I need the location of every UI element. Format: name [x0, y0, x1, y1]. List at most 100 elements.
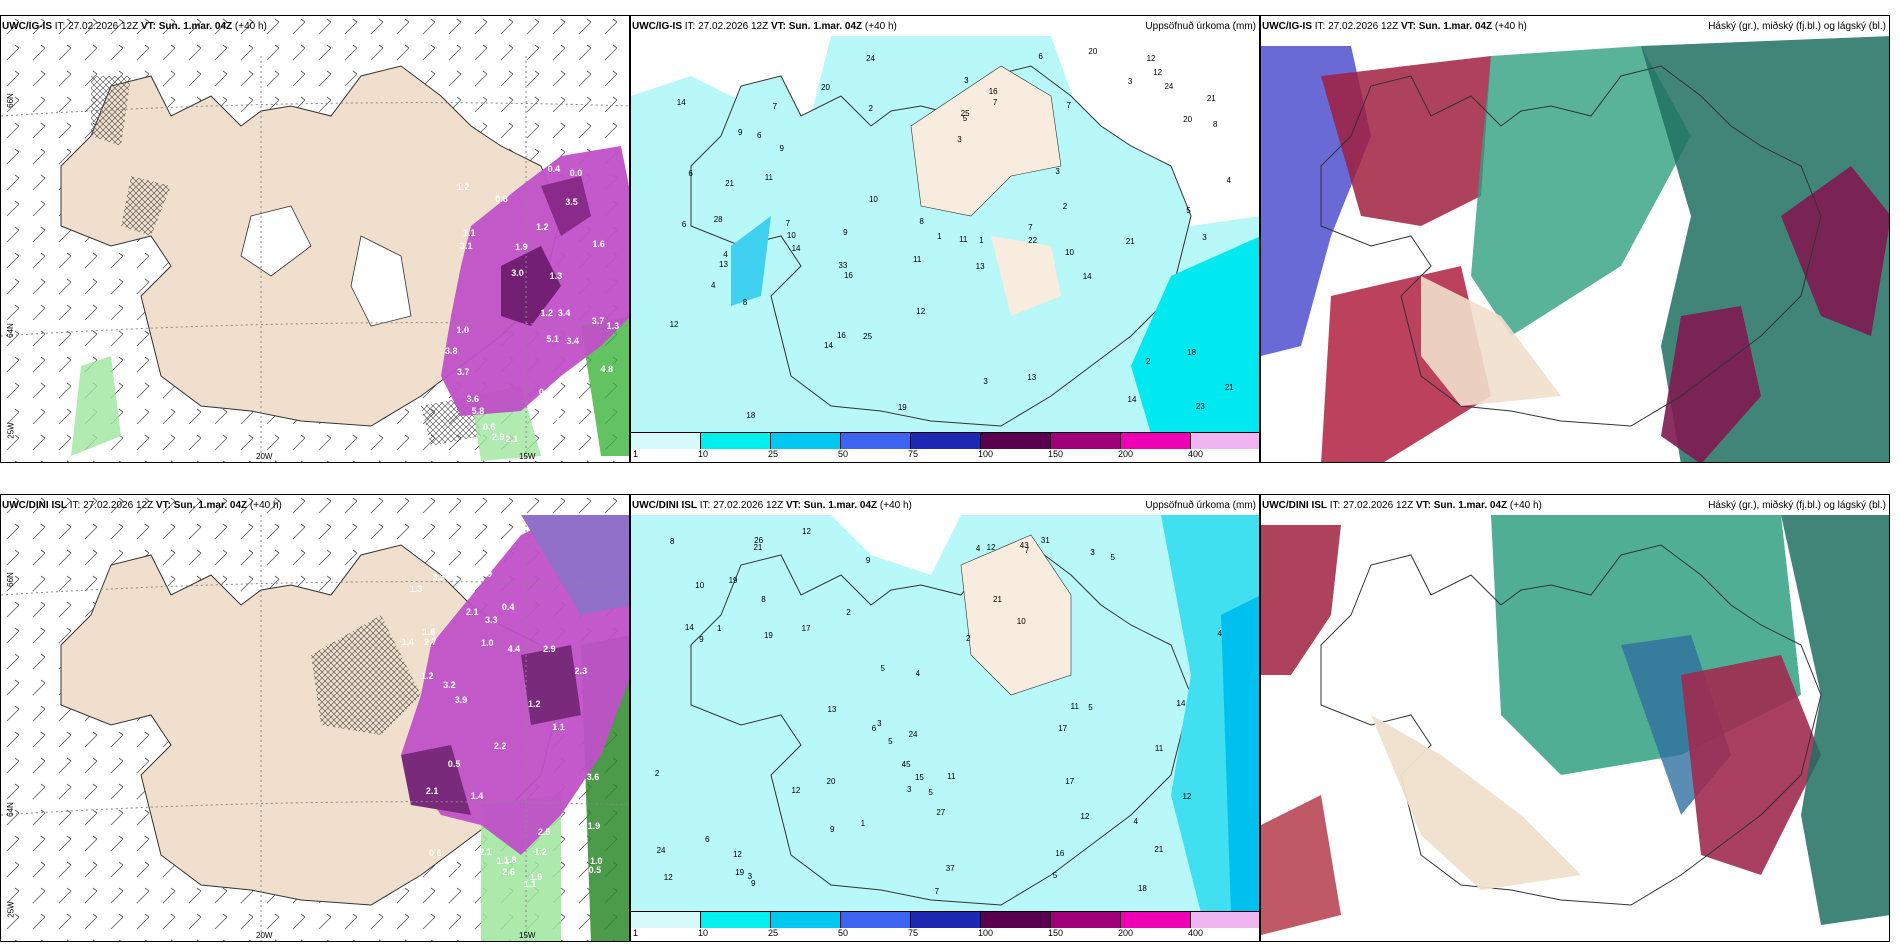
precip-value: 6 [688, 169, 693, 179]
wind-value: 5.1 [546, 334, 559, 345]
precip-value: 11 [947, 772, 956, 782]
colorbar-label: 50 [838, 928, 849, 938]
precip-value: 7 [992, 98, 998, 108]
colorbar-label: 75 [908, 928, 919, 938]
precip-value: 7 [772, 102, 778, 112]
precip-value: 33 [838, 260, 848, 270]
precip-value: 18 [746, 411, 756, 421]
wind-value: 1.9 [515, 242, 528, 253]
precip-value: 4 [1133, 816, 1138, 826]
precip-value: 24 [908, 729, 918, 739]
precip-value: 12 [1080, 812, 1090, 822]
precip-value: 2 [868, 103, 873, 113]
precip-value: 5 [880, 663, 885, 673]
colorbar-label: 10 [698, 928, 709, 938]
precip-value: 14 [676, 98, 686, 108]
precip-value: 7 [1028, 222, 1033, 232]
wind-value: 1.4 [470, 791, 484, 802]
wind-value: 3.6 [586, 772, 600, 783]
precip-value: 45 [901, 759, 911, 769]
wind-value: 3.5 [547, 413, 560, 424]
wind-value: 1.1 [496, 855, 510, 866]
precip-value: 31 [1040, 535, 1050, 545]
precip-value: 12 [802, 526, 811, 536]
precip-value: 4 [723, 250, 728, 260]
precip-value: 2 [654, 769, 660, 779]
precip-value: 12 [1153, 68, 1163, 78]
precip-value: 25 [960, 109, 970, 119]
wind-value: 3.8 [444, 345, 458, 356]
precip-value: 1 [717, 624, 722, 634]
wind-value: 2.1 [505, 434, 519, 445]
colorbar-swatch [1121, 433, 1191, 449]
precip-value: 3 [1127, 77, 1133, 87]
precip-value: 11 [959, 234, 968, 244]
wind-value: 1.3 [549, 271, 563, 282]
precip-value: 3 [1202, 232, 1207, 242]
colorbar-label: 100 [978, 928, 994, 938]
panel-wind-igis: UWC/IG-IS IT: 27.02.2026 12Z VT: Sun. 1.… [0, 15, 630, 463]
precip-value: 23 [1195, 402, 1205, 412]
precip-value: 9 [737, 128, 743, 138]
colorbar-swatch [701, 912, 771, 928]
wind-value: 4.8 [600, 364, 614, 375]
precip-value: 21 [993, 595, 1002, 605]
panel-precip-dini: UWC/DINI ISL IT: 27.02.2026 12Z VT: Sun.… [630, 494, 1260, 942]
precip-value: 18 [1187, 348, 1197, 358]
wind-value: 1.6 [592, 238, 605, 249]
map-precip-dini [631, 515, 1259, 913]
precip-value: 20 [1088, 46, 1098, 56]
wind-value: 2.1 [425, 785, 439, 796]
wind-value: 2.3 [574, 665, 588, 676]
colorbar-swatch [771, 433, 841, 449]
precip-value: 5 [928, 787, 933, 797]
iceland-land [690, 65, 1192, 427]
wind-value: 1.1 [552, 721, 565, 732]
colorbar-labels: 1 10 25 50 75 100 150 200 400 [631, 927, 1259, 941]
precip-value: 14 [1176, 699, 1186, 709]
precip-value: 16 [843, 270, 853, 280]
precip-value: 25 [863, 331, 873, 341]
precip-value: 17 [1065, 777, 1075, 787]
precip-value: 24 [656, 845, 666, 855]
panel-precip-igis: UWC/IG-IS IT: 27.02.2026 12Z VT: Sun. 1.… [630, 15, 1260, 463]
precip-value: 21 [1206, 93, 1216, 103]
wind-value: 3.0 [511, 267, 524, 278]
wind-value: 1.3 [409, 583, 423, 594]
wind-value: 3.5 [565, 197, 578, 208]
colorbar-label: 200 [1118, 928, 1134, 938]
precip-value: 20 [1183, 115, 1193, 125]
precip-value: 21 [725, 179, 734, 189]
precip-value: 9 [865, 555, 871, 565]
map-clouds-dini [1261, 515, 1889, 941]
header-wind-igis: UWC/IG-IS IT: 27.02.2026 12Z VT: Sun. 1.… [2, 21, 267, 32]
precip-value: 21 [1224, 382, 1234, 392]
colorbar-label: 400 [1188, 928, 1204, 938]
precip-value: 5 [888, 736, 893, 746]
precip-value: 27 [936, 808, 946, 818]
axis-lon-15w: 15W [519, 452, 536, 461]
precip-value: 37 [945, 863, 955, 873]
precip-value: 18 [1137, 884, 1147, 894]
precip-value: 8 [742, 297, 748, 307]
precip-value: 5 [1110, 553, 1115, 563]
wind-value: 2.1 [479, 847, 492, 858]
precip-value: 12 [986, 542, 996, 552]
wind-value: 0.5 [447, 758, 461, 769]
colorbar-label: 100 [978, 449, 994, 459]
precip-value: 26 [754, 535, 764, 545]
title-precip-igis: Uppsöfnuð úrkoma (mm) [1145, 21, 1256, 32]
precip-value: 5 [1052, 871, 1058, 881]
wind-value: 2.2 [493, 741, 507, 752]
precip-value: 2 [846, 607, 851, 617]
precip-value: 4 [915, 668, 921, 678]
precip-value: 6 [1038, 52, 1043, 62]
axis-lon-25w: 25W [6, 901, 16, 918]
wind-value: 1.9 [529, 872, 543, 883]
precip-value: 1 [937, 231, 942, 241]
colorbar-precip-igis: 1 10 25 50 75 100 150 200 400 [631, 432, 1259, 462]
colorbar-swatch [1051, 912, 1121, 928]
wind-value: 0.9 [479, 568, 493, 579]
axis-lat-64n: 64N [5, 802, 15, 817]
colorbar-label: 200 [1118, 449, 1134, 459]
